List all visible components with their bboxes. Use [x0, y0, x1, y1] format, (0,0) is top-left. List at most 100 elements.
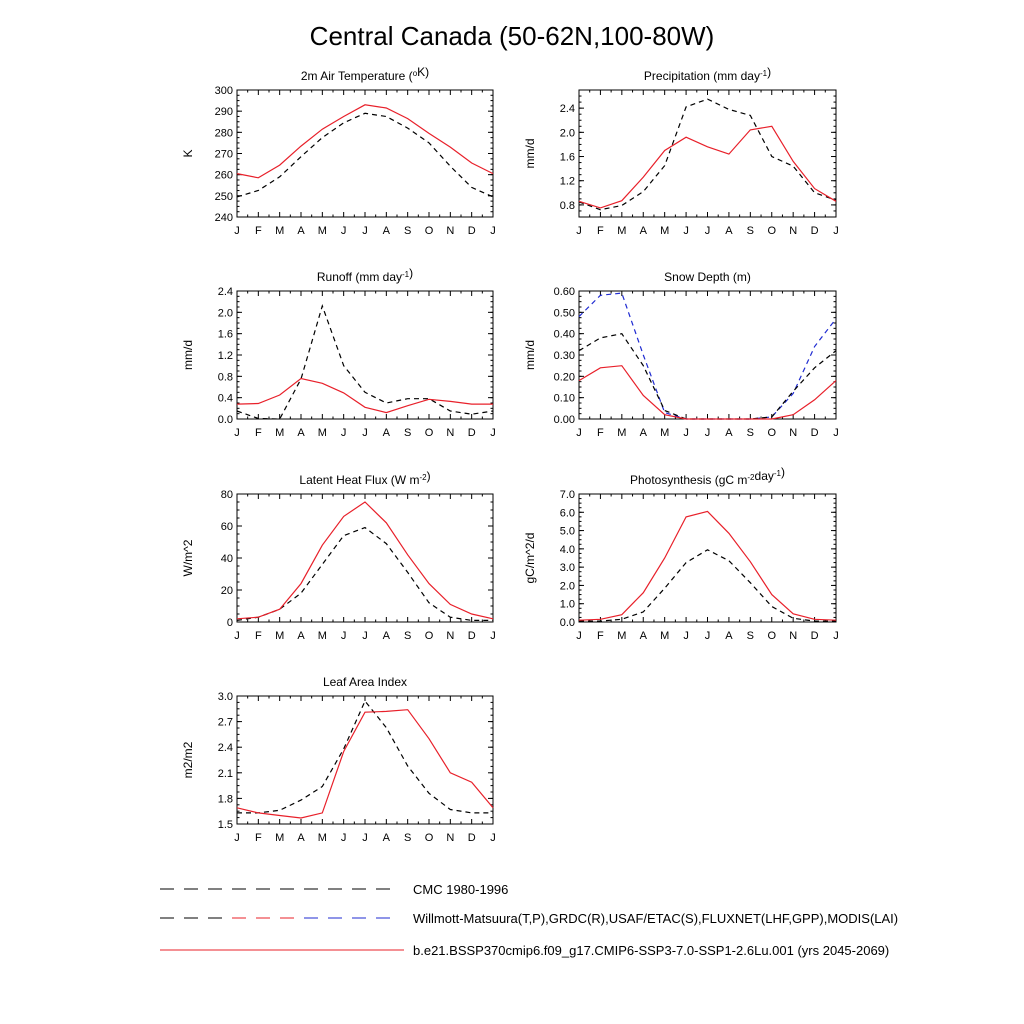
x-tick-label: A — [383, 225, 391, 237]
x-tick-label: M — [617, 630, 626, 642]
y-tick-label: 3.0 — [560, 562, 575, 574]
y-tick-label: 290 — [215, 106, 233, 118]
x-tick-label: N — [446, 832, 454, 844]
y-tick-label: 0.20 — [554, 371, 575, 383]
x-tick-label: F — [597, 225, 604, 237]
series-line-model — [578, 125, 837, 209]
y-tick-label: 2.7 — [218, 717, 233, 729]
x-tick-label: J — [683, 225, 689, 237]
y-tick-label: 0.40 — [554, 329, 575, 341]
legend-label: b.e21.BSSP370cmip6.f09_g17.CMIP6-SSP3-7.… — [413, 943, 889, 958]
y-tick-label: 7.0 — [560, 489, 575, 501]
series-line-obs — [578, 333, 837, 420]
x-tick-label: J — [490, 225, 496, 237]
x-tick-label: F — [597, 630, 604, 642]
x-tick-label: F — [255, 630, 262, 642]
y-tick-label: 2.0 — [560, 127, 575, 139]
x-tick-label: F — [255, 225, 262, 237]
y-tick-label: 1.0 — [560, 599, 575, 611]
panel-title: Leaf Area Index — [323, 675, 407, 689]
x-tick-label: J — [833, 630, 839, 642]
x-tick-label: A — [383, 427, 391, 439]
y-tick-label: 240 — [215, 212, 233, 224]
x-tick-label: A — [297, 630, 305, 642]
y-tick-label: 0.10 — [554, 393, 575, 405]
y-axis-label: W/m^2 — [181, 539, 195, 576]
y-tick-label: 0.30 — [554, 350, 575, 362]
x-tick-label: O — [767, 630, 776, 642]
x-tick-label: D — [811, 630, 819, 642]
y-tick-label: 4.0 — [560, 544, 575, 556]
y-tick-label: 260 — [215, 170, 233, 182]
y-tick-label: 60 — [221, 521, 233, 533]
y-tick-label: 250 — [215, 191, 233, 203]
panel-2: J F M A M J J A S O N D J0.81.21.62.02.4Precipitatio… — [523, 65, 839, 237]
legend-label: Willmott-Matsuura(T,P),GRDC(R),USAF/ETAC… — [413, 911, 898, 926]
y-tick-label: 0.60 — [554, 286, 575, 298]
x-tick-label: S — [747, 427, 754, 439]
x-tick-label: J — [234, 427, 240, 439]
y-tick-label: 0.50 — [554, 307, 575, 319]
series-line-model — [236, 377, 493, 414]
legend: CMC 1980-1996 Willmott-Matsuura(T,P),GRDC… — [160, 882, 898, 958]
x-tick-label: J — [490, 630, 496, 642]
series-line-obs — [236, 303, 494, 420]
x-tick-label: S — [747, 225, 754, 237]
x-tick-label: O — [767, 427, 776, 439]
x-tick-label: M — [617, 225, 626, 237]
x-tick-label: S — [747, 630, 754, 642]
x-tick-label: J — [341, 427, 347, 439]
series-line-model — [578, 365, 837, 420]
x-tick-label: A — [640, 630, 648, 642]
x-tick-label: A — [297, 832, 305, 844]
legend-label: CMC 1980-1996 — [413, 882, 508, 897]
x-tick-label: F — [597, 427, 604, 439]
series-line-obs — [578, 98, 837, 211]
y-axis-label: mm/d — [181, 340, 195, 370]
x-tick-label: O — [425, 630, 434, 642]
x-tick-label: J — [341, 832, 347, 844]
x-tick-label: D — [468, 427, 476, 439]
panel-title: Photosynthesis (gC m-2day-1) — [630, 465, 785, 487]
x-tick-label: J — [576, 630, 582, 642]
y-tick-label: 300 — [215, 85, 233, 97]
y-tick-label: 2.4 — [560, 103, 575, 115]
panel-6: J F M A M J J A S O N D J0.01.02.03.04.05.06.07.0Pho… — [523, 465, 839, 642]
x-tick-label: N — [446, 427, 454, 439]
plot-frame — [236, 695, 494, 825]
y-tick-label: 40 — [221, 553, 233, 565]
panel-title: Latent Heat Flux (W m-2) — [299, 469, 430, 487]
x-tick-label: J — [705, 225, 711, 237]
x-tick-label: M — [318, 225, 327, 237]
plot-frame — [236, 290, 494, 420]
x-tick-label: N — [446, 630, 454, 642]
plot-frame — [578, 493, 837, 623]
series-line-obs — [579, 549, 836, 622]
plot-frame — [578, 89, 837, 218]
x-tick-label: M — [318, 427, 327, 439]
x-tick-label: D — [468, 225, 476, 237]
y-tick-label: 3.0 — [218, 691, 233, 703]
x-tick-label: F — [255, 832, 262, 844]
x-tick-label: J — [683, 630, 689, 642]
x-tick-label: N — [446, 225, 454, 237]
y-tick-label: 0.0 — [218, 414, 233, 426]
x-tick-label: D — [811, 225, 819, 237]
x-tick-label: M — [617, 427, 626, 439]
y-tick-label: 5.0 — [560, 526, 575, 538]
y-tick-label: 1.5 — [218, 819, 233, 831]
x-tick-label: A — [297, 225, 305, 237]
figure-title: Central Canada (50-62N,100-80W) — [310, 21, 715, 51]
series-line-model — [236, 501, 494, 620]
x-tick-label: D — [811, 427, 819, 439]
x-tick-label: M — [318, 630, 327, 642]
x-tick-label: D — [468, 630, 476, 642]
x-tick-label: A — [383, 630, 391, 642]
y-tick-label: 1.2 — [560, 176, 575, 188]
y-tick-label: 2.1 — [218, 768, 233, 780]
panel-title: Runoff (mm day-1) — [317, 266, 413, 284]
x-tick-label: O — [425, 225, 434, 237]
panel-title: 2m Air Temperature (oK) — [301, 65, 429, 83]
x-tick-label: J — [833, 427, 839, 439]
